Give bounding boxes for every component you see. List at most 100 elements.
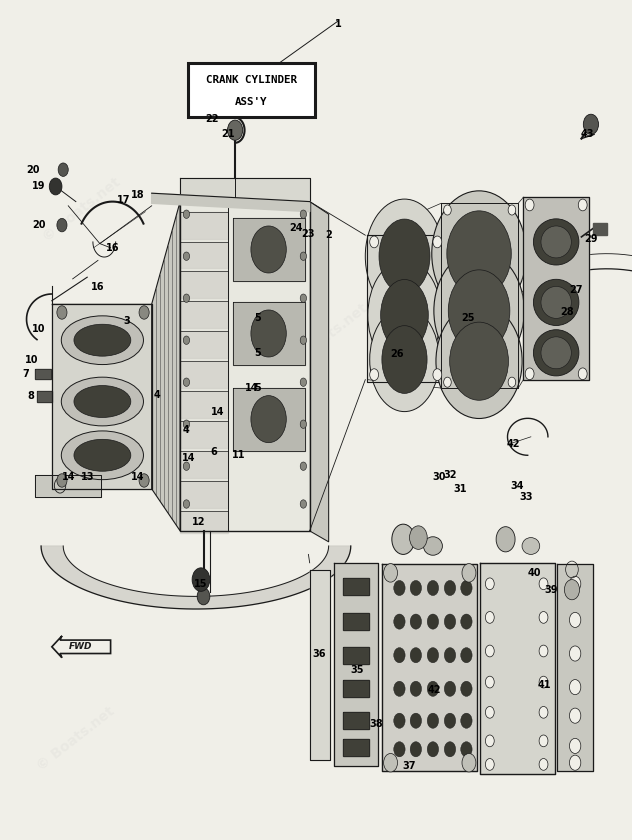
Text: © Boats.net: © Boats.net [287,302,370,370]
Circle shape [525,199,534,211]
Text: 5: 5 [255,312,261,323]
Circle shape [444,681,456,696]
Text: 36: 36 [312,648,326,659]
Polygon shape [180,451,228,478]
Ellipse shape [370,307,439,412]
Text: 6: 6 [210,447,217,457]
Circle shape [578,368,587,380]
Polygon shape [233,302,305,365]
Polygon shape [52,304,152,489]
Text: 4: 4 [154,390,160,400]
Ellipse shape [436,304,522,418]
Polygon shape [180,242,228,269]
Text: 40: 40 [527,568,541,578]
Circle shape [410,742,422,757]
Ellipse shape [74,386,131,417]
Text: 4: 4 [183,425,190,435]
Ellipse shape [447,211,511,297]
Circle shape [183,252,190,260]
Circle shape [49,178,62,195]
Text: 41: 41 [538,680,552,690]
Polygon shape [382,564,477,771]
Circle shape [444,713,456,728]
Circle shape [300,500,307,508]
Polygon shape [343,578,369,595]
Circle shape [539,759,548,770]
Polygon shape [343,712,369,729]
Polygon shape [180,421,228,448]
Circle shape [539,645,548,657]
Polygon shape [367,235,446,382]
Circle shape [183,210,190,218]
Circle shape [569,612,581,627]
Circle shape [485,578,494,590]
Circle shape [410,713,422,728]
Polygon shape [180,202,310,531]
Circle shape [485,759,494,770]
Polygon shape [152,202,180,531]
Circle shape [508,377,516,387]
Text: 7: 7 [22,369,28,379]
Circle shape [444,648,456,663]
Text: 37: 37 [403,761,416,771]
Circle shape [485,735,494,747]
Circle shape [183,336,190,344]
Ellipse shape [533,279,579,325]
Circle shape [394,614,405,629]
Circle shape [183,500,190,508]
Circle shape [183,420,190,428]
Polygon shape [180,271,228,298]
Circle shape [251,396,286,443]
Circle shape [564,580,580,600]
Circle shape [300,336,307,344]
Circle shape [394,648,405,663]
Circle shape [578,199,587,211]
Circle shape [485,612,494,623]
Polygon shape [343,647,369,664]
Polygon shape [233,218,305,281]
Text: 14: 14 [245,383,258,393]
Circle shape [539,578,548,590]
Circle shape [300,294,307,302]
Circle shape [496,527,515,552]
Polygon shape [52,304,161,315]
Circle shape [394,681,405,696]
Polygon shape [441,203,518,388]
Polygon shape [233,388,305,451]
Circle shape [444,580,456,596]
Text: 5: 5 [255,348,261,358]
Ellipse shape [380,280,428,350]
Text: 20: 20 [26,165,40,175]
Text: 26: 26 [390,349,404,360]
Circle shape [427,742,439,757]
Polygon shape [180,331,228,358]
Circle shape [569,576,581,591]
Ellipse shape [432,191,526,317]
Circle shape [410,681,422,696]
Ellipse shape [74,439,131,471]
Ellipse shape [61,431,143,480]
Polygon shape [334,563,378,766]
Ellipse shape [522,538,540,554]
Text: 33: 33 [519,492,533,502]
Text: 16: 16 [91,282,105,292]
Ellipse shape [61,316,143,365]
Polygon shape [310,202,329,542]
Circle shape [410,580,422,596]
Circle shape [251,310,286,357]
Ellipse shape [434,250,525,370]
Ellipse shape [541,337,571,369]
Circle shape [427,681,439,696]
Circle shape [462,564,476,582]
Circle shape [183,378,190,386]
Text: 15: 15 [194,579,208,589]
Text: 14: 14 [131,472,145,482]
Polygon shape [41,546,351,609]
Circle shape [183,462,190,470]
Polygon shape [152,193,310,212]
Polygon shape [557,564,593,771]
Circle shape [57,474,67,487]
Text: 8: 8 [27,391,33,402]
Polygon shape [310,570,330,760]
Polygon shape [343,739,369,756]
